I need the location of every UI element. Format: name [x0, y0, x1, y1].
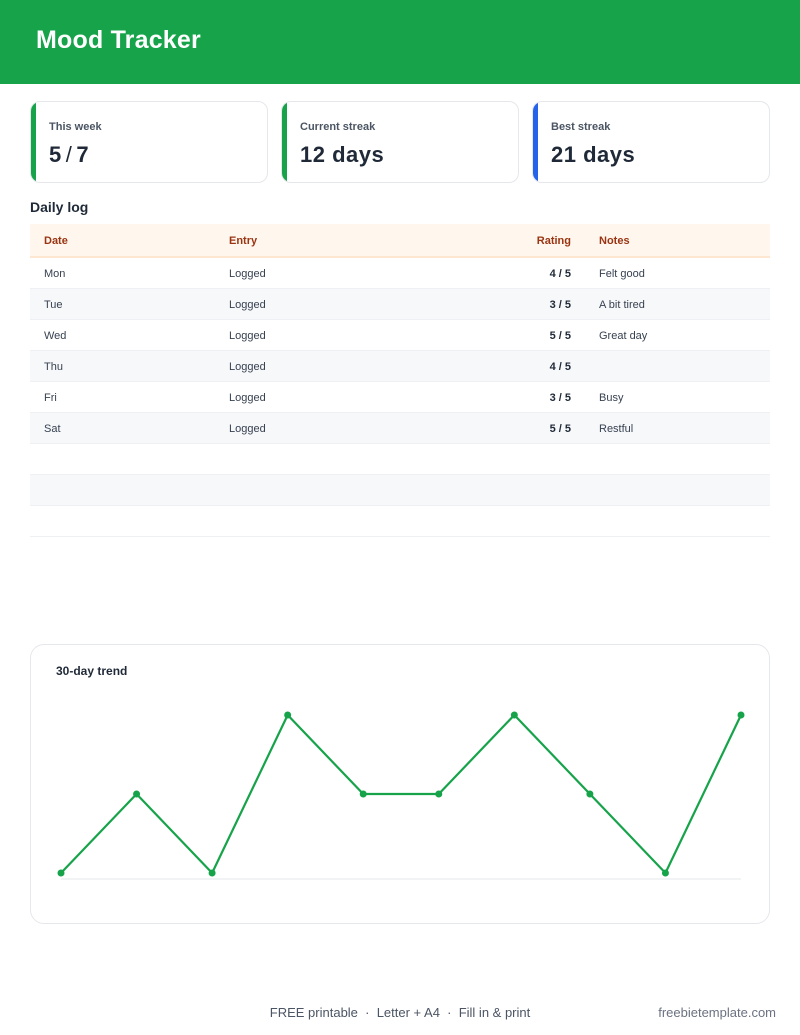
cell-notes: Great day: [599, 330, 648, 342]
footer-tagline: FREE printable · Letter + A4 · Fill in &…: [269, 1005, 531, 1020]
cell-rating: 4 / 5: [549, 361, 571, 373]
cell-date: Wed: [44, 330, 67, 342]
cell-entry: Logged: [229, 268, 266, 280]
column-header-entry: Entry: [229, 235, 258, 247]
cell-date: Fri: [44, 392, 57, 404]
column-header-rating: Rating: [536, 235, 571, 247]
daily-log-table: Date Entry Rating Notes Mon Logged 4 / 5…: [30, 224, 770, 537]
table-row: Thu Logged 4 / 5: [30, 351, 770, 382]
cell-date: Mon: [44, 268, 66, 280]
cell-entry: Logged: [229, 392, 266, 404]
cell-rating: 4 / 5: [549, 268, 571, 280]
accent-bar: [282, 102, 287, 182]
table-row: Wed Logged 5 / 5 Great day: [30, 320, 770, 351]
stat-label: This week: [49, 121, 102, 133]
data-point: [133, 790, 141, 798]
cell-rating: 5 / 5: [549, 330, 571, 342]
cell-date: Tue: [44, 299, 63, 311]
table-row-empty: [30, 444, 770, 475]
cell-rating: 3 / 5: [549, 299, 571, 311]
cell-notes: A bit tired: [599, 299, 645, 311]
cell-date: Thu: [44, 361, 63, 373]
cell-rating: 5 / 5: [549, 423, 571, 435]
stat-value: 21 days: [551, 142, 636, 167]
data-point: [661, 869, 669, 877]
data-point: [57, 869, 65, 877]
cell-rating: 3 / 5: [549, 392, 571, 404]
data-point: [284, 711, 292, 719]
data-point: [737, 711, 745, 719]
header-bar: Mood Tracker: [0, 0, 800, 84]
stat-label: Current streak: [300, 121, 376, 133]
table-row: Tue Logged 3 / 5 A bit tired: [30, 289, 770, 320]
cell-notes: Restful: [599, 423, 634, 435]
stat-value-count: 5: [49, 142, 62, 167]
stat-card-this-week: This week 5/7: [30, 101, 268, 183]
stat-value-total: 7: [76, 142, 90, 167]
table-row: Sat Logged 5 / 5 Restful: [30, 413, 770, 444]
accent-bar: [533, 102, 538, 182]
column-header-date: Date: [44, 235, 68, 247]
data-point: [586, 790, 594, 798]
cell-entry: Logged: [229, 299, 266, 311]
cell-entry: Logged: [229, 330, 266, 342]
stat-label: Best streak: [551, 121, 611, 133]
data-point: [359, 790, 367, 798]
stat-card-current-streak: Current streak 12 days: [281, 101, 519, 183]
cell-entry: Logged: [229, 423, 266, 435]
trend-chart: [57, 711, 745, 880]
accent-bar: [31, 102, 36, 182]
table-header: Date Entry Rating Notes: [30, 224, 770, 258]
data-point: [208, 869, 216, 877]
footer-site: freebietemplate.com: [658, 1005, 776, 1020]
data-point: [435, 790, 443, 798]
page-title: Mood Tracker: [36, 26, 201, 54]
stat-card-best-streak: Best streak 21 days: [532, 101, 770, 183]
cell-entry: Logged: [229, 361, 266, 373]
table-row: Mon Logged 4 / 5 Felt good: [30, 258, 770, 289]
trend-chart-card: 30-day trend: [30, 644, 770, 924]
daily-log-title: Daily log: [30, 199, 89, 215]
stat-value-separator: /: [65, 142, 73, 167]
cell-notes: Busy: [599, 392, 624, 404]
stat-value: 5/7: [49, 142, 89, 168]
cell-date: Sat: [44, 423, 61, 435]
chart-title: 30-day trend: [56, 664, 128, 678]
cell-notes: Felt good: [599, 268, 645, 280]
table-row-empty: [30, 506, 770, 537]
stat-value: 12 days: [300, 142, 385, 167]
series-line: [60, 713, 742, 875]
data-point: [510, 711, 518, 719]
table-row: Fri Logged 3 / 5 Busy: [30, 382, 770, 413]
table-row-empty: [30, 475, 770, 506]
column-header-notes: Notes: [599, 235, 630, 247]
